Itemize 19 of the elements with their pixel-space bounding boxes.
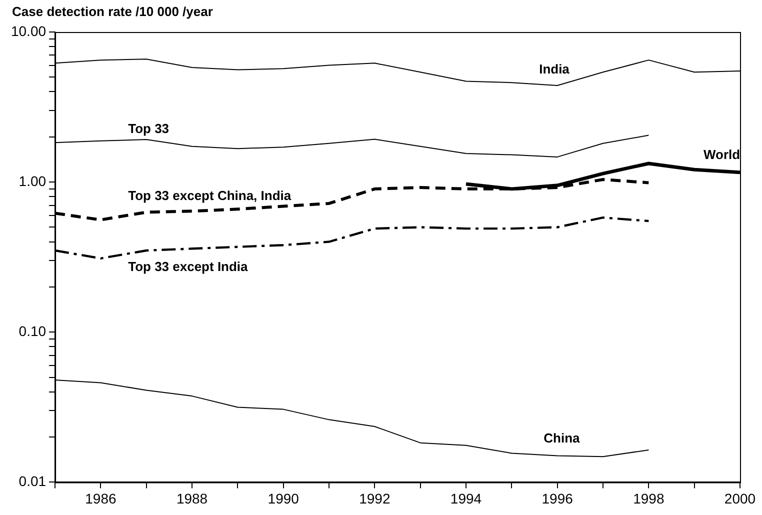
series-label: China [544, 430, 581, 446]
series-label: Top 33 [128, 120, 170, 136]
series-label: World [703, 147, 740, 162]
x-tick-label: 1986 [85, 490, 116, 506]
y-tick-label: 0.10 [18, 322, 46, 339]
y-tick-label: 1.00 [18, 172, 46, 189]
x-tick-label: 1992 [359, 490, 390, 506]
x-tick-label: 1996 [542, 490, 574, 506]
x-tick-label: 1994 [450, 490, 482, 506]
series-label: Top 33 except China, India [128, 188, 292, 204]
y-axis-title: Case detection rate /10 000 /year [12, 4, 213, 19]
y-tick-label: 10.00 [10, 22, 46, 39]
y-tick-label: 0.01 [18, 473, 46, 490]
x-tick-label: 1988 [176, 490, 208, 506]
x-tick-label: 1990 [268, 490, 300, 506]
x-tick-label: 1998 [633, 490, 664, 506]
series-label: India [539, 61, 570, 76]
series-label: Top 33 except India [128, 258, 249, 274]
x-tick-label: 2000 [724, 490, 756, 506]
